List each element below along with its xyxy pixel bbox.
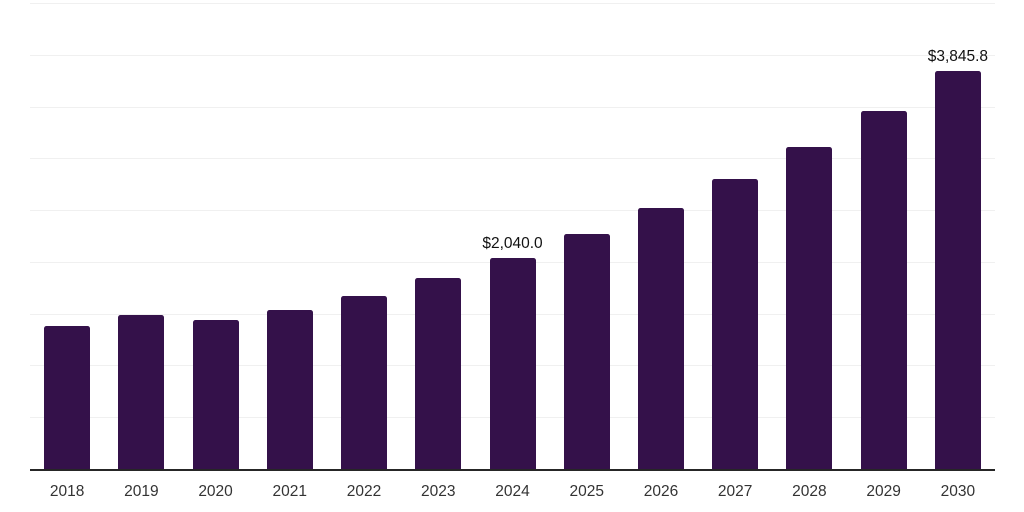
x-tick-2025: 2025 <box>569 483 604 500</box>
x-tick-2022: 2022 <box>346 483 382 500</box>
gridline <box>30 210 995 212</box>
x-tick-2029: 2029 <box>866 483 901 500</box>
gridline <box>30 106 995 108</box>
x-tick-2024: 2024 <box>495 483 530 500</box>
x-tick-2019: 2019 <box>124 483 159 500</box>
bar-2018 <box>44 326 91 469</box>
plot-area: $2,040.0 $3,845.8 <box>30 3 995 469</box>
x-tick-2021: 2021 <box>272 483 308 500</box>
bar-2021 <box>266 310 313 469</box>
bar-2024 <box>489 257 536 469</box>
bar-2027 <box>712 178 759 469</box>
x-tick-2028: 2028 <box>792 483 827 500</box>
bar-2030 <box>934 70 981 469</box>
x-axis-line <box>30 469 995 471</box>
x-tick-2026: 2026 <box>643 483 679 500</box>
x-tick-2020: 2020 <box>198 483 233 500</box>
x-tick-2018: 2018 <box>49 483 85 500</box>
x-tick-2023: 2023 <box>421 483 456 500</box>
data-label-2024: $2,040.0 <box>482 234 543 252</box>
data-label-2030: $3,845.8 <box>927 47 989 65</box>
gridline <box>30 158 995 160</box>
bar-2023 <box>415 278 462 469</box>
gridline <box>30 3 995 4</box>
x-tick-2030: 2030 <box>940 483 976 500</box>
bar-2022 <box>341 295 388 469</box>
bar-2029 <box>860 110 907 469</box>
bar-2028 <box>786 146 833 469</box>
x-tick-2027: 2027 <box>717 483 753 500</box>
bar-2019 <box>118 314 165 469</box>
gridline <box>30 54 995 56</box>
bar-2020 <box>192 319 239 469</box>
bar-2026 <box>637 208 684 469</box>
bar-2025 <box>563 234 610 469</box>
x-axis-labels: 2018 2019 2020 2021 2022 2023 2024 2025 2026 2027… <box>30 483 995 503</box>
